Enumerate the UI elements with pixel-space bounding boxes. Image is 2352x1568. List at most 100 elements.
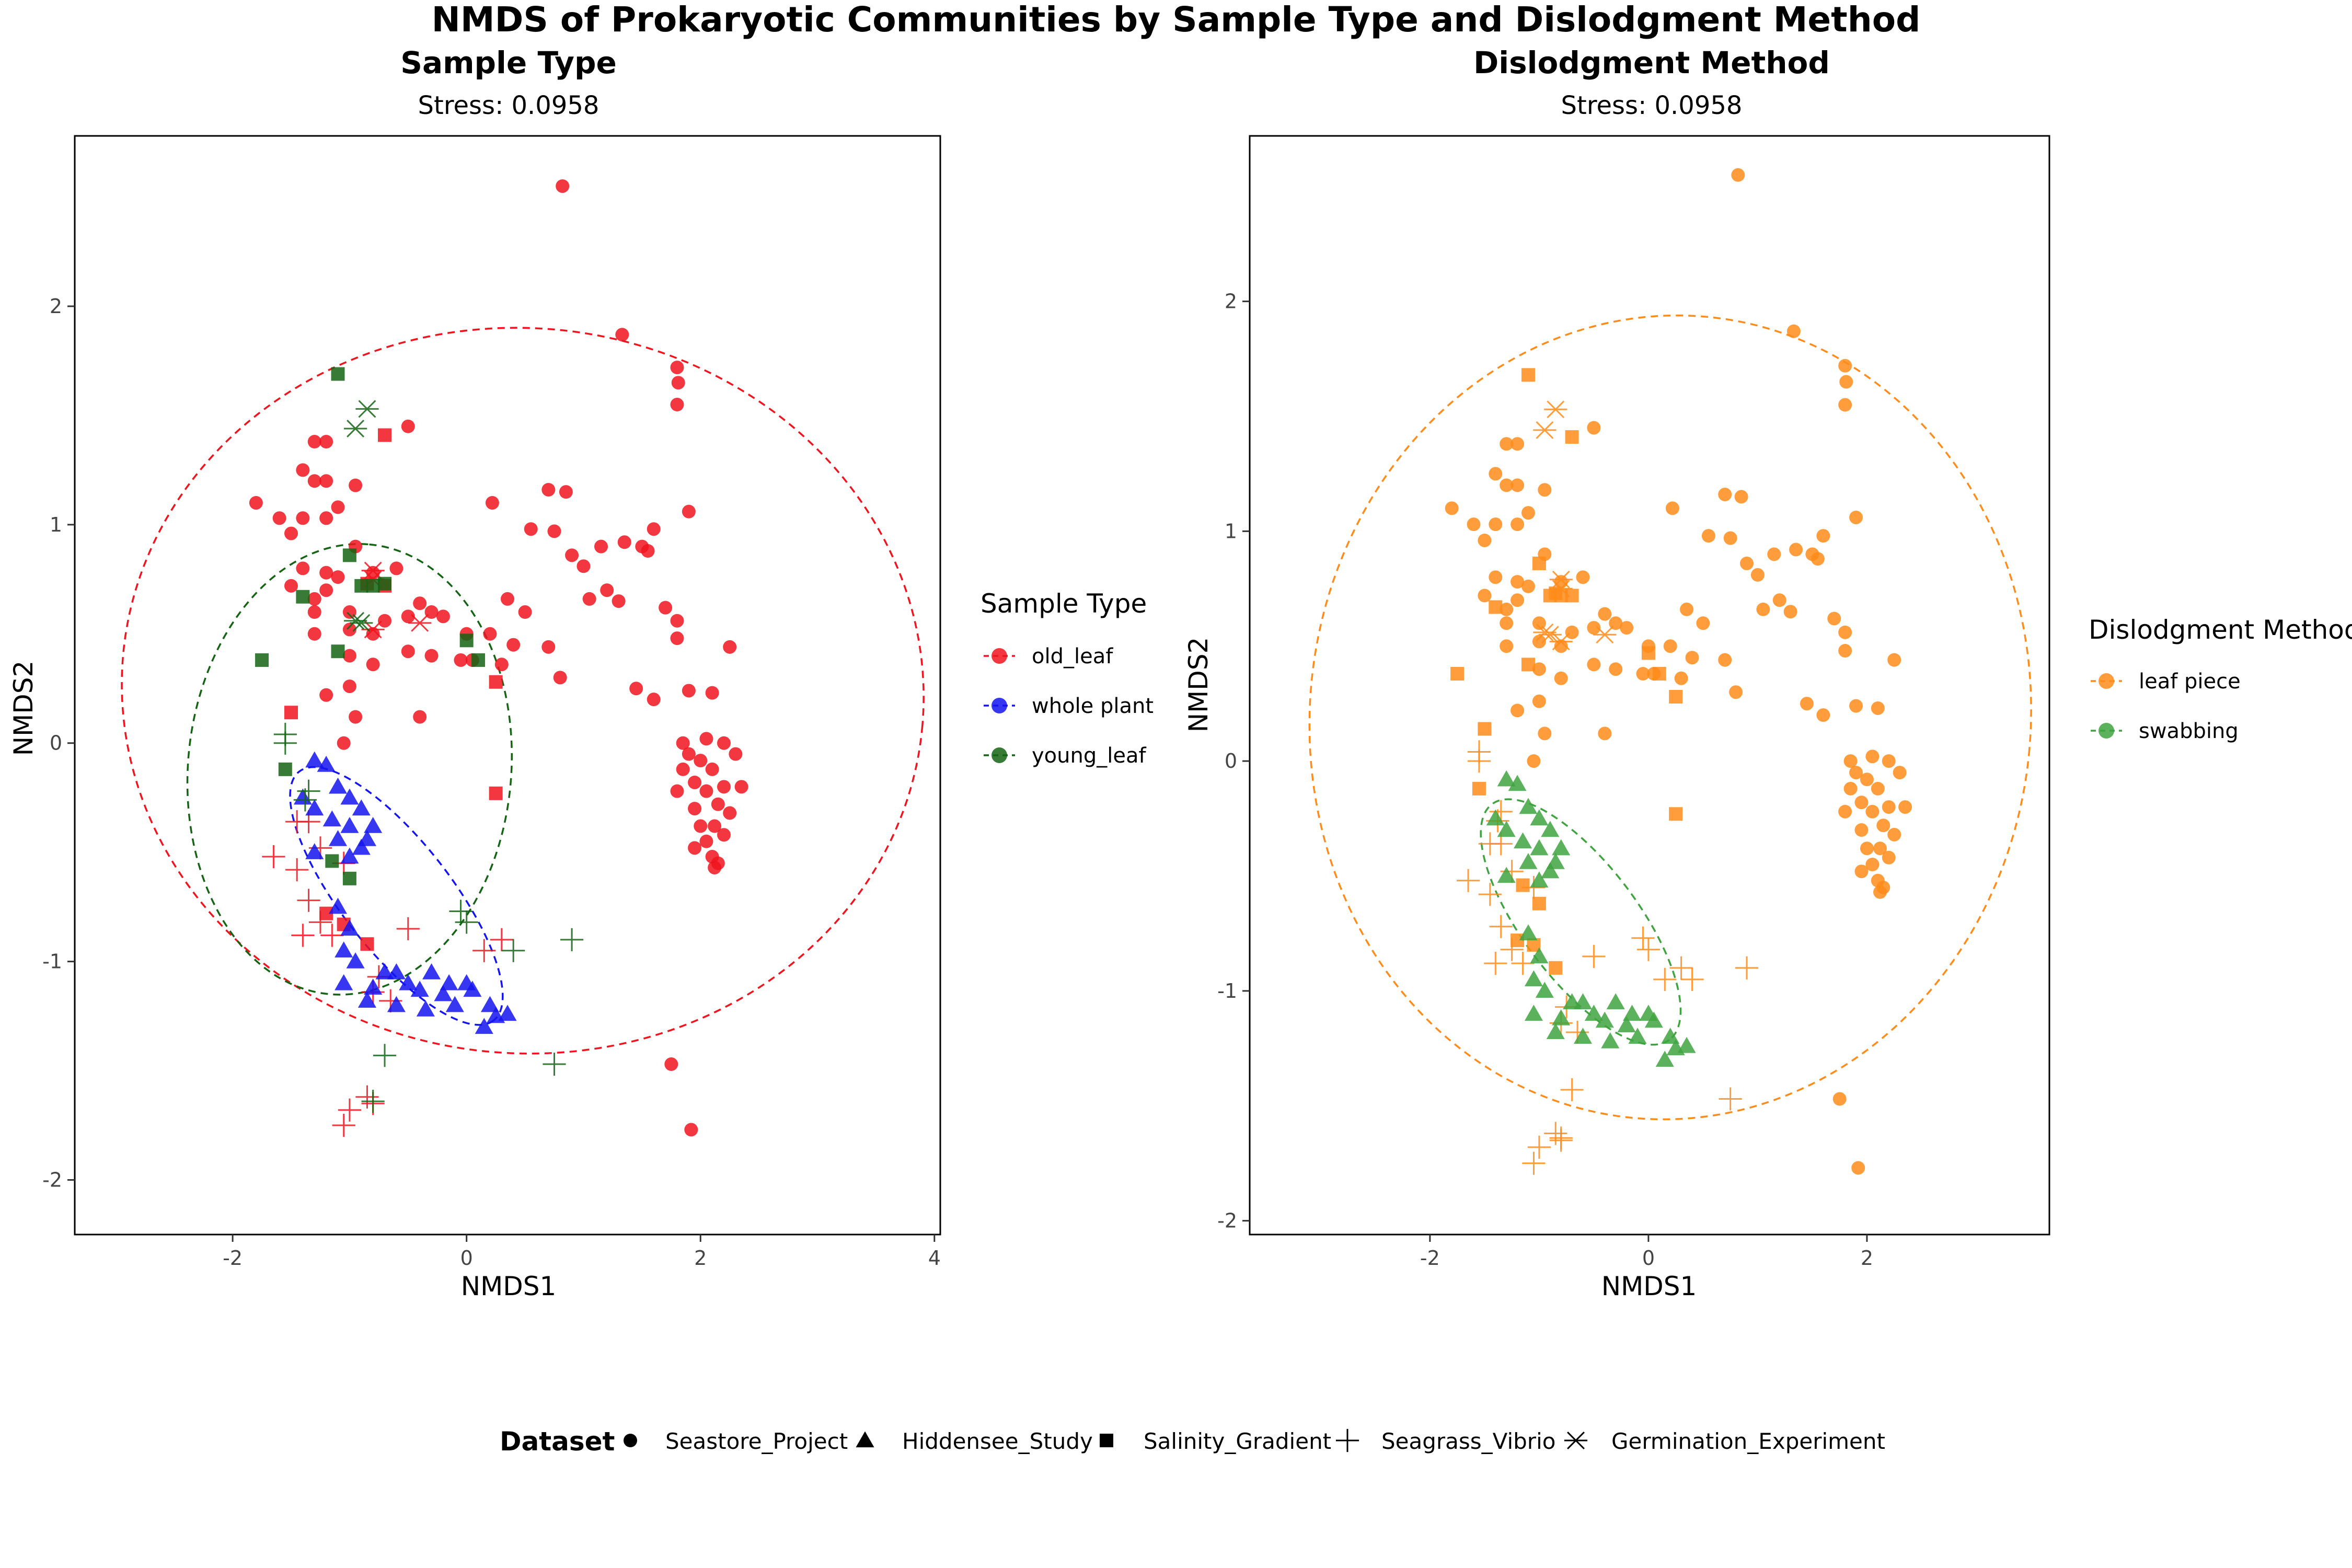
point-old_leaf-circle [401,609,415,624]
point-old_leaf-circle [647,693,661,707]
point-leaf_piece-circle [1620,621,1634,635]
dataset-legend-key-triangle [856,1431,874,1448]
point-whole_plant-triangle [305,799,324,816]
figure-title: NMDS of Prokaryotic Communities by Sampl… [432,0,1921,40]
point-old_leaf-circle [485,496,499,510]
point-whole_plant-triangle [422,963,441,979]
point-old_leaf-square [360,937,374,951]
point-old_leaf-plus [490,928,513,951]
point-swabbing-triangle [1617,1016,1636,1032]
point-old_leaf-plus [332,1113,355,1137]
point-swabbing-triangle [1519,798,1538,814]
point-whole_plant-triangle [328,830,348,846]
point-leaf_piece-asterisk [1533,421,1557,439]
point-leaf_piece-square [1554,589,1568,603]
point-old_leaf-circle [483,627,497,641]
point-leaf_piece-circle [1500,437,1514,451]
point-old_leaf-circle [331,570,345,584]
legend-label: leaf piece [2139,670,2241,694]
point-leaf_piece-circle [1538,727,1552,741]
point-old_leaf-circle [342,649,356,663]
point-young_leaf-plus [560,928,584,951]
point-old_leaf-circle [694,754,708,768]
point-whole_plant-triangle [352,838,371,855]
point-young_leaf-plus [543,1052,566,1076]
point-old_leaf-circle [612,594,626,608]
point-leaf_piece-plus [1549,1126,1573,1150]
point-whole_plant-triangle [305,843,324,859]
point-leaf_piece-circle [1701,529,1715,543]
point-young_leaf-plus [455,910,478,934]
point-old_leaf-circle [694,819,708,833]
point-whole_plant-triangle [364,978,383,995]
point-young_leaf-square [331,644,345,659]
point-swabbing-triangle [1661,1028,1680,1044]
point-leaf_piece-circle [1532,694,1546,708]
point-old_leaf-circle [717,736,731,750]
point-whole_plant-triangle [352,799,371,816]
point-old_leaf-asterisk [361,620,385,639]
point-old_leaf-circle [342,622,356,637]
legend-key-dot [2099,723,2114,739]
point-leaf_piece-square [1652,667,1666,681]
point-old_leaf-circle [349,710,363,724]
point-old_leaf-circle [684,1123,698,1137]
point-leaf_piece-circle [1532,635,1546,649]
plot-frame [74,135,941,1236]
dataset-legend: Dataset Seastore_Project Hiddensee_Study S… [500,1426,1885,1457]
point-old_leaf-circle [307,435,321,449]
point-swabbing-triangle [1655,1051,1674,1067]
dataset-legend-title: Dataset [500,1426,615,1457]
point-old_leaf-circle [717,780,731,794]
point-old_leaf-circle [688,841,702,855]
point-leaf_piece-circle [1511,478,1525,492]
point-leaf_piece-circle [1789,543,1803,557]
point-old_leaf-circle [401,419,415,433]
point-old_leaf-circle [615,328,629,342]
point-old_leaf-circle [319,566,333,580]
point-leaf_piece-circle [1756,602,1770,616]
point-young_leaf-square [296,590,310,604]
point-old_leaf-circle [711,797,725,811]
point-swabbing-triangle [1497,821,1516,837]
point-leaf_piece-circle [1876,818,1890,833]
panel-title: Sample Type [400,45,617,80]
point-leaf_piece-circle [1838,625,1852,639]
point-leaf_piece-circle [1860,773,1874,787]
dataset-legend-label: Seastore_Project [665,1428,848,1454]
point-leaf_piece-plus [1669,956,1693,979]
y-axis-label: NMDS2 [8,661,39,756]
point-leaf_piece-circle [1731,168,1745,182]
point-swabbing-triangle [1546,1023,1565,1040]
confidence-ellipse-leaf_piece [1308,314,2032,1121]
y-tick-label: 1 [1225,520,1237,543]
point-leaf_piece-circle [1843,781,1858,795]
point-whole_plant-triangle [328,897,348,914]
point-young_leaf-square [331,367,345,381]
point-leaf_piece-plus [1489,915,1513,938]
point-leaf_piece-circle [1636,667,1650,681]
point-whole_plant-triangle [317,755,336,772]
point-leaf_piece-square [1472,781,1486,795]
point-old_leaf-circle [319,583,333,597]
point-leaf_piece-circle [1598,727,1612,741]
point-leaf_piece-plus [1484,952,1507,975]
point-leaf_piece-circle [1674,671,1688,685]
point-leaf_piece-circle [1893,766,1907,780]
point-leaf_piece-circle [1696,616,1710,630]
point-leaf_piece-plus [1636,938,1661,961]
point-leaf_piece-circle [1786,324,1801,338]
y-tick-label: 2 [1225,290,1237,313]
point-young_leaf-asterisk [355,400,379,418]
point-leaf_piece-circle [1865,858,1880,872]
dataset-legend-key-square [1100,1434,1113,1447]
point-whole_plant-triangle [375,963,394,979]
panel-subtitle: Stress: 0.0958 [418,91,599,120]
legend-title: Sample Type [981,589,1147,619]
point-young_leaf-plus [297,779,320,803]
point-swabbing-triangle [1497,770,1516,787]
point-old_leaf-circle [594,539,608,554]
point-old_leaf-circle [541,640,556,654]
point-old_leaf-circle [734,780,748,794]
